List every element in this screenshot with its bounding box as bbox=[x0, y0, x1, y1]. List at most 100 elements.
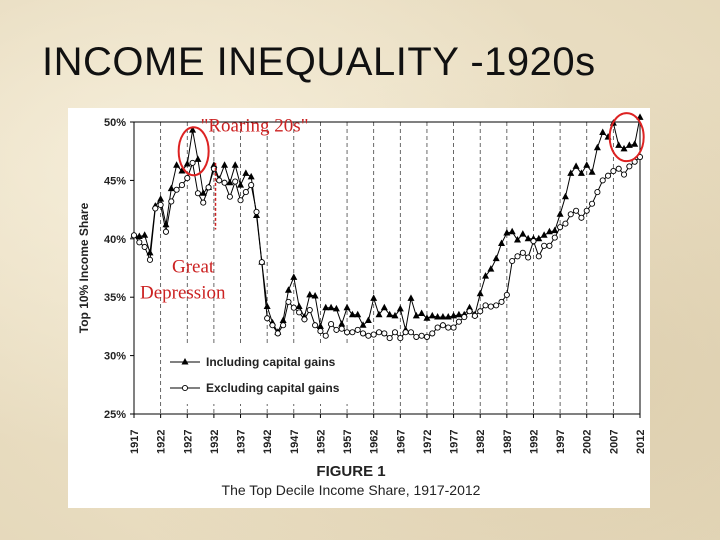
point-incl-1994 bbox=[540, 231, 548, 238]
point-incl-1919 bbox=[141, 231, 149, 238]
point-excl-1974 bbox=[434, 324, 441, 331]
recent-peak-circle bbox=[608, 112, 645, 163]
point-excl-1989 bbox=[514, 253, 521, 260]
point-excl-2006 bbox=[604, 172, 612, 179]
point-incl-1950 bbox=[306, 290, 314, 298]
point-incl-1947 bbox=[290, 273, 298, 280]
series-line-0 bbox=[133, 117, 641, 334]
point-excl-1961 bbox=[365, 332, 372, 339]
point-incl-1929 bbox=[194, 155, 202, 162]
legend-label-1: Excluding capital gains bbox=[206, 381, 340, 395]
point-incl-1973 bbox=[428, 311, 436, 319]
point-incl-2010 bbox=[625, 141, 633, 148]
point-excl-1983 bbox=[482, 302, 489, 309]
x-tick-label-2: 1927 bbox=[182, 430, 194, 454]
point-excl-1977 bbox=[450, 324, 457, 331]
x-tick-label-13: 1982 bbox=[475, 430, 487, 454]
point-incl-1927 bbox=[183, 160, 191, 167]
point-excl-1987 bbox=[503, 291, 510, 298]
point-excl-1969 bbox=[407, 329, 415, 336]
point-incl-1953 bbox=[322, 303, 330, 311]
point-excl-1997 bbox=[557, 224, 564, 231]
point-incl-1960 bbox=[359, 321, 367, 328]
point-excl-1930 bbox=[200, 199, 207, 206]
figure-panel: 25% 30% 35% 40% 45% 50% 1917 1922 1927 1932 1937 19… bbox=[68, 108, 650, 508]
point-incl-1986 bbox=[498, 239, 506, 246]
x-tick-label-10: 1967 bbox=[395, 430, 407, 454]
point-incl-1945 bbox=[279, 316, 287, 324]
point-incl-2004 bbox=[593, 143, 601, 151]
point-incl-1955 bbox=[332, 304, 340, 312]
y-tick-label-4: 45% bbox=[104, 175, 126, 187]
point-incl-1925 bbox=[173, 161, 181, 168]
point-incl-1983 bbox=[482, 272, 490, 279]
point-incl-1984 bbox=[487, 265, 495, 272]
point-incl-1970 bbox=[412, 311, 420, 319]
point-incl-1975 bbox=[439, 313, 447, 320]
point-excl-1946 bbox=[285, 298, 292, 305]
point-excl-1921 bbox=[152, 205, 159, 212]
point-excl-2009 bbox=[620, 171, 628, 178]
point-excl-1999 bbox=[567, 211, 574, 218]
point-excl-2007 bbox=[610, 168, 617, 175]
x-tick-label-12: 1977 bbox=[449, 430, 461, 454]
point-incl-1969 bbox=[407, 294, 415, 301]
point-excl-1995 bbox=[546, 242, 553, 249]
x-tick-label-16: 1997 bbox=[555, 430, 567, 454]
roaring-20s-circle bbox=[177, 126, 210, 177]
point-excl-1964 bbox=[381, 330, 388, 337]
point-excl-1955 bbox=[333, 326, 340, 333]
point-incl-2011 bbox=[631, 140, 639, 147]
point-excl-1950 bbox=[306, 306, 313, 314]
point-incl-2005 bbox=[599, 128, 607, 136]
annotation-depression: Depression bbox=[140, 282, 226, 303]
point-excl-1968 bbox=[402, 329, 409, 336]
point-incl-1963 bbox=[375, 310, 383, 318]
point-excl-1931 bbox=[205, 184, 212, 191]
point-excl-1958 bbox=[349, 329, 356, 336]
point-incl-1999 bbox=[567, 169, 575, 176]
point-excl-1991 bbox=[525, 254, 532, 261]
point-excl-1933 bbox=[216, 177, 223, 184]
point-excl-1925 bbox=[173, 186, 180, 193]
slide-title: INCOME INEQUALITY -1920s bbox=[42, 40, 596, 84]
x-tick-label-0: 1917 bbox=[129, 430, 141, 454]
point-excl-1971 bbox=[418, 332, 425, 339]
point-incl-1995 bbox=[545, 227, 553, 235]
point-excl-1998 bbox=[562, 220, 569, 227]
point-incl-1920 bbox=[146, 248, 154, 256]
point-excl-1942 bbox=[264, 315, 271, 322]
x-tick-label-1: 1922 bbox=[156, 430, 168, 454]
y-tick-label-1: 30% bbox=[104, 351, 126, 363]
legend-box bbox=[164, 346, 372, 404]
point-excl-1982 bbox=[477, 308, 484, 315]
point-incl-1964 bbox=[380, 303, 388, 311]
point-incl-2001 bbox=[577, 169, 585, 176]
figure-caption: The Top Decile Income Share, 1917-2012 bbox=[222, 482, 481, 498]
point-excl-1966 bbox=[391, 329, 399, 336]
point-excl-2010 bbox=[626, 163, 633, 170]
point-incl-1938 bbox=[242, 169, 250, 176]
point-incl-1996 bbox=[551, 226, 559, 234]
point-excl-1979 bbox=[461, 314, 468, 321]
x-tick-label-7: 1952 bbox=[315, 430, 327, 454]
point-incl-1932 bbox=[210, 161, 218, 168]
point-incl-1962 bbox=[370, 294, 378, 301]
point-excl-1948 bbox=[296, 309, 303, 316]
point-incl-1971 bbox=[418, 309, 426, 317]
y-tick-label-3: 40% bbox=[104, 234, 126, 246]
point-incl-1998 bbox=[561, 192, 569, 200]
point-excl-1972 bbox=[423, 333, 430, 340]
point-incl-1978 bbox=[455, 310, 463, 318]
point-excl-1920 bbox=[146, 256, 154, 263]
y-axis-label: Top 10% Income Share bbox=[77, 202, 91, 333]
point-excl-2008 bbox=[615, 165, 622, 172]
point-excl-1951 bbox=[312, 322, 319, 329]
figure-label: FIGURE 1 bbox=[316, 463, 385, 480]
x-tick-label-3: 1932 bbox=[209, 430, 221, 454]
point-incl-1990 bbox=[519, 230, 527, 237]
point-incl-1934 bbox=[221, 161, 229, 168]
point-excl-1980 bbox=[466, 308, 473, 315]
point-excl-1938 bbox=[242, 189, 249, 196]
annotation-great: Great bbox=[172, 257, 215, 278]
